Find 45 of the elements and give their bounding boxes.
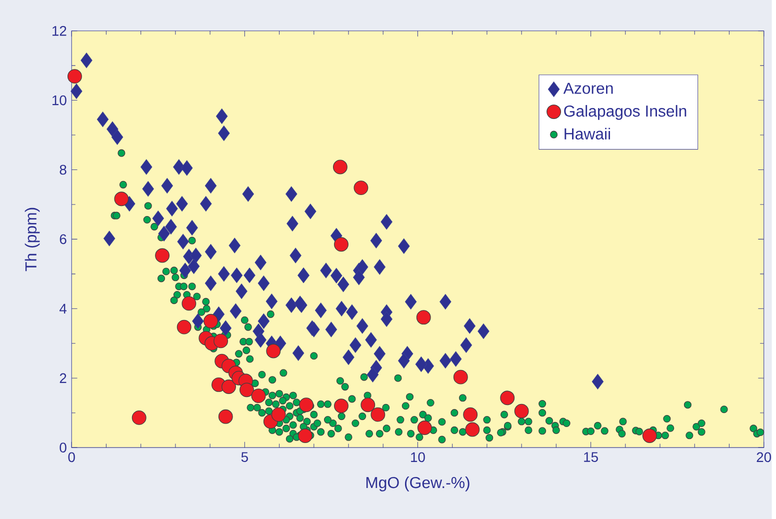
point: [463, 407, 478, 422]
point: [240, 382, 254, 398]
y-tick-label: 2: [60, 373, 66, 383]
point: [299, 398, 314, 412]
point: [417, 420, 432, 435]
y-tick-label: 8: [60, 164, 66, 175]
point: [114, 192, 129, 206]
point: [132, 410, 146, 425]
point: [416, 310, 431, 324]
point: [176, 320, 192, 334]
y-axis-title: Th (ppm): [24, 208, 40, 272]
point: [155, 248, 170, 263]
x-tick-label: 20: [756, 452, 772, 462]
y-tick-label: 0: [60, 442, 66, 452]
point: [465, 422, 480, 437]
point: [500, 390, 515, 406]
point: [334, 237, 348, 252]
y-tick-label: 12: [52, 26, 66, 36]
point: [298, 428, 312, 443]
point: [514, 404, 529, 418]
point: [214, 334, 228, 348]
legend-label: Hawaii: [564, 128, 610, 140]
point: [360, 398, 376, 412]
legend-label: Azoren: [563, 82, 613, 94]
point: [453, 370, 468, 384]
point: [68, 69, 82, 84]
x-axis-title: MgO (Gew.-%): [366, 476, 470, 492]
x-tick-label: 10: [411, 452, 425, 462]
point: [334, 398, 348, 414]
x-tick-label: 15: [584, 452, 598, 462]
y-tick-label: 6: [60, 234, 66, 244]
point: [642, 428, 657, 443]
point: [218, 409, 233, 424]
point: [354, 180, 368, 195]
point: [332, 160, 348, 174]
point: [182, 296, 196, 311]
legend-label: Galapagos Inseln: [564, 104, 686, 120]
point: [222, 379, 236, 394]
x-tick-label: 0: [68, 452, 75, 462]
x-tick-label: 5: [241, 452, 248, 462]
point: [370, 407, 386, 422]
y-tick-label: 10: [52, 95, 66, 106]
point: [204, 314, 218, 328]
point: [271, 407, 286, 422]
y-tick-label: 4: [59, 304, 67, 314]
